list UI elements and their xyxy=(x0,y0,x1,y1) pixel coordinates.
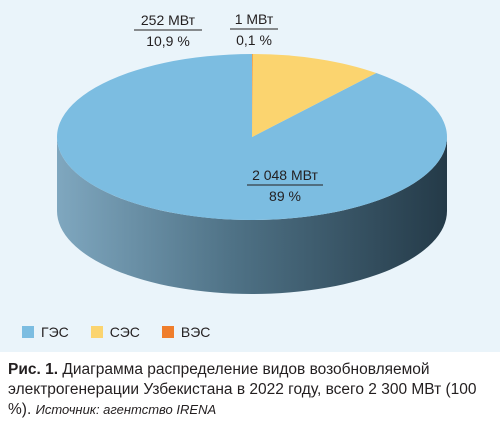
legend-swatch-ses xyxy=(90,326,103,338)
label-percent-ses: 10,9 % xyxy=(146,33,190,49)
slice-ses xyxy=(252,54,377,138)
label-percent-ges: 89 % xyxy=(269,188,301,204)
label-value-ges: 2 048 МВт xyxy=(252,167,318,183)
pie-chart: 2 048 МВт 89 % 252 МВт 10,9 % 1 МВт 0,1 % xyxy=(57,11,448,294)
caption-source: Источник: агентство IRENA xyxy=(35,402,217,417)
figure-caption: Рис. 1. Диаграмма распределение видов во… xyxy=(8,360,494,420)
legend: ГЭС СЭС ВЭС xyxy=(22,322,232,342)
legend-item-ses: СЭС xyxy=(90,324,140,340)
slice-ves xyxy=(252,54,253,137)
pie-side xyxy=(57,137,447,294)
legend-label-ses: СЭС xyxy=(109,324,140,340)
label-value-ves: 1 МВт xyxy=(235,11,274,27)
legend-label-ges: ГЭС xyxy=(41,324,69,340)
legend-item-ges: ГЭС xyxy=(22,324,69,340)
caption-figure-label: Рис. 1. xyxy=(8,361,59,378)
chart-panel: 2 048 МВт 89 % 252 МВт 10,9 % 1 МВт 0,1 % ГЭС… xyxy=(0,0,500,352)
legend-swatch-ves xyxy=(161,326,174,338)
label-value-ses: 252 МВт xyxy=(141,12,196,28)
legend-item-ves: ВЭС xyxy=(161,324,211,340)
legend-swatch-ges xyxy=(22,326,34,338)
legend-label-ves: ВЭС xyxy=(180,324,211,340)
label-percent-ves: 0,1 % xyxy=(236,32,272,48)
slice-ges xyxy=(57,54,448,220)
caption-text: Диаграмма распределение видов возобновля… xyxy=(8,361,477,418)
